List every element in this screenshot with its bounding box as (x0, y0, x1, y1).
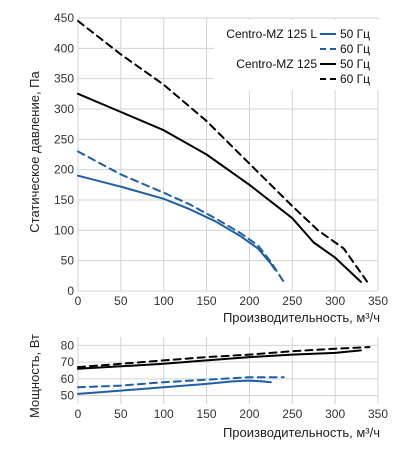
power-ylabel: Мощность, Вт (27, 334, 42, 418)
legend-entry-2-60hz: 60 Гц (340, 72, 370, 86)
pressure-plot-series (77, 20, 371, 286)
pressure-xlabel: Производительность, м³/ч (223, 310, 380, 325)
pressure-ytick-150: 150 (54, 193, 74, 207)
pressure-ytick-0: 0 (67, 284, 74, 298)
pressure-series-0 (77, 174, 277, 271)
power-xtick-200: 200 (239, 407, 259, 421)
pressure-ytick-400: 400 (54, 41, 74, 55)
power-xtick-100: 100 (154, 407, 174, 421)
pressure-series-2 (77, 92, 362, 283)
legend-model-2: Centro-MZ 125 (236, 57, 317, 71)
pressure-xtick-150: 150 (197, 294, 217, 308)
power-xtick-250: 250 (282, 407, 302, 421)
power-xtick-50: 50 (114, 407, 128, 421)
pressure-xtick-300: 300 (325, 294, 345, 308)
pressure-ytick-250: 250 (54, 132, 74, 146)
pressure-series-3 (77, 20, 371, 286)
pressure-ytick-450: 450 (54, 11, 74, 25)
power-ytick-50: 50 (61, 389, 75, 403)
pressure-xtick-100: 100 (154, 294, 174, 308)
power-series-0 (77, 379, 272, 395)
pressure-xtick-50: 50 (114, 294, 128, 308)
pressure-xtick-350: 350 (368, 294, 388, 308)
pressure-ytick-50: 50 (61, 254, 75, 268)
legend: Centro-MZ 125 L 50 Гц 60 Гц Centro-MZ 12… (214, 20, 384, 90)
legend-model-1: Centro-MZ 125 L (226, 27, 317, 41)
pressure-ytick-300: 300 (54, 102, 74, 116)
pressure-xtick-250: 250 (282, 294, 302, 308)
legend-entry-1-60hz: 60 Гц (340, 42, 370, 56)
pressure-xtick-200: 200 (239, 294, 259, 308)
power-ytick-80: 80 (61, 338, 75, 352)
legend-entry-2-50hz: 50 Гц (340, 57, 370, 71)
power-ytick-70: 70 (61, 355, 75, 369)
power-xtick-300: 300 (325, 407, 345, 421)
pressure-ytick-200: 200 (54, 163, 74, 177)
power-series-2 (77, 349, 362, 370)
power-xtick-0: 0 (75, 407, 82, 421)
pressure-plot-ticks: 0 50 100 150 200 250 300 350 0 50 100 150 200 250 300 3… (54, 11, 388, 308)
pressure-ylabel: Статическое давление, Па (27, 71, 42, 233)
power-series-1 (77, 376, 285, 389)
power-ytick-60: 60 (61, 372, 75, 386)
power-plot-series (77, 346, 371, 395)
pressure-series-1 (77, 150, 285, 283)
power-series-3 (77, 346, 371, 369)
pressure-ytick-100: 100 (54, 223, 74, 237)
power-xtick-150: 150 (197, 407, 217, 421)
pressure-xtick-0: 0 (75, 294, 82, 308)
power-plot-grid (77, 337, 379, 404)
power-xlabel: Производительность, м³/ч (223, 425, 380, 440)
power-xtick-350: 350 (368, 407, 388, 421)
legend-entry-1-50hz: 50 Гц (340, 27, 370, 41)
pressure-ytick-350: 350 (54, 72, 74, 86)
